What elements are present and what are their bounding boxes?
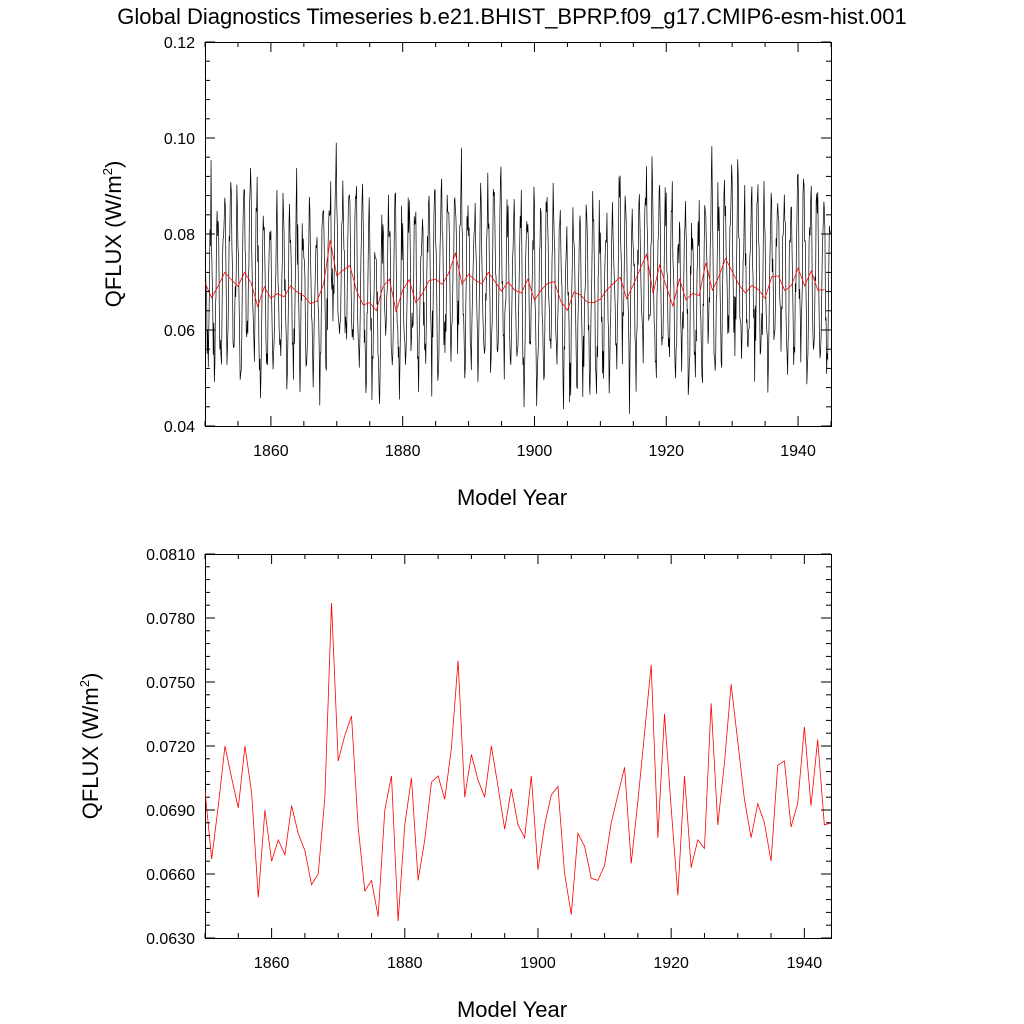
y-tick-label: 0.0810 — [146, 547, 195, 564]
top-chart-panel: 1860 1880 1900 1920 1940 0.04 0.06 0.08 0.10 0.12… — [100, 35, 832, 510]
top-series-layer — [205, 142, 831, 414]
annual-series-line — [205, 603, 831, 921]
y-tick-label: 0.0660 — [146, 867, 195, 884]
x-tick-label: 1880 — [387, 955, 423, 972]
x-tick-label: 1940 — [787, 955, 823, 972]
x-tick-label: 1860 — [254, 955, 290, 972]
bottom-plot-frame — [205, 554, 832, 939]
monthly-series-line — [205, 142, 831, 414]
x-tick-label: 1920 — [648, 443, 684, 460]
y-tick-label: 0.08 — [164, 227, 195, 244]
y-tick-label: 0.12 — [164, 35, 195, 52]
x-tick-label: 1920 — [653, 955, 689, 972]
top-y-axis-label: QFLUX (W/m2) — [100, 161, 126, 308]
y-tick-label: 0.10 — [164, 131, 195, 148]
x-tick-label: 1900 — [517, 443, 553, 460]
x-tick-label: 1880 — [385, 443, 421, 460]
top-x-axis-label: Model Year — [457, 485, 567, 510]
y-tick-label: 0.06 — [164, 323, 195, 340]
y-tick-label: 0.0780 — [146, 611, 195, 628]
x-tick-label: 1900 — [520, 955, 556, 972]
x-tick-label: 1860 — [253, 443, 289, 460]
y-tick-label: 0.0630 — [146, 931, 195, 948]
y-tick-label: 0.04 — [164, 419, 195, 436]
y-tick-label: 0.0690 — [146, 803, 195, 820]
bottom-y-axis-label: QFLUX (W/m2) — [77, 673, 103, 820]
annual-series-line — [205, 240, 825, 312]
figure-title: Global Diagnostics Timeseries b.e21.BHIS… — [117, 4, 907, 29]
y-tick-label: 0.0750 — [146, 675, 195, 692]
top-axis-ticks: 1860 1880 1900 1920 1940 0.04 0.06 0.08 0.10 0.12 — [164, 35, 832, 460]
bottom-series-layer — [205, 603, 831, 921]
x-tick-label: 1940 — [780, 443, 816, 460]
bottom-x-axis-label: Model Year — [457, 997, 567, 1022]
y-tick-label: 0.0720 — [146, 739, 195, 756]
bottom-chart-panel: 1860 1880 1900 1920 1940 0.0630 0.0660 0.0690 0.… — [77, 547, 832, 1022]
bottom-axis-ticks: 1860 1880 1900 1920 1940 0.0630 0.0660 0.0690 0.… — [146, 547, 831, 972]
